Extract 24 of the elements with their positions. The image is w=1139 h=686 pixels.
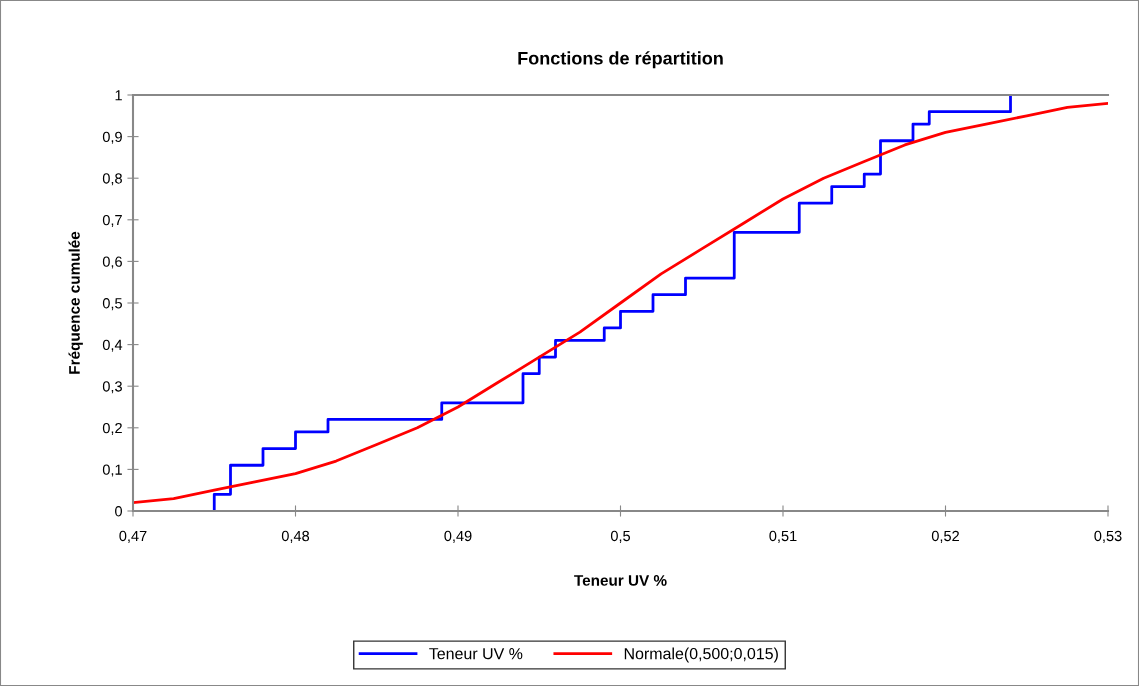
y-tick-label: 0: [115, 506, 123, 517]
y-tick-label: 0,4: [102, 339, 123, 352]
x-axis-title: Teneur UV %: [574, 575, 667, 586]
x-tick-label: 0,53: [1094, 530, 1122, 543]
x-tick-label: 0,47: [119, 530, 147, 543]
x-tick-label: 0,48: [281, 530, 310, 543]
x-tick-label: 0,5: [610, 530, 631, 543]
y-tick-label: 0,6: [102, 256, 122, 269]
y-tick-label: 0,1: [102, 464, 122, 477]
chart-title: Fonctions de répartition: [518, 51, 723, 69]
y-tick-label: 0,5: [102, 298, 122, 311]
y-tick-label: 0,3: [102, 381, 122, 394]
line-series: [133, 101, 1108, 505]
legend-label: Teneur UV %: [429, 648, 523, 660]
y-tick-label: 0,8: [102, 173, 122, 186]
x-tick-label: 0,49: [444, 530, 472, 543]
x-tick-label: 0,51: [769, 530, 797, 543]
y-tick-label: 0,2: [102, 422, 122, 435]
y-tick-label: 0,7: [102, 214, 122, 227]
x-tick-label: 0,52: [931, 530, 959, 543]
y-tick-label: 0,9: [102, 131, 122, 144]
y-axis-title: Fréquence cumulée: [68, 231, 83, 374]
legend-label: Normale(0,500;0,015): [624, 647, 778, 663]
y-tick-label: 1: [115, 90, 122, 101]
